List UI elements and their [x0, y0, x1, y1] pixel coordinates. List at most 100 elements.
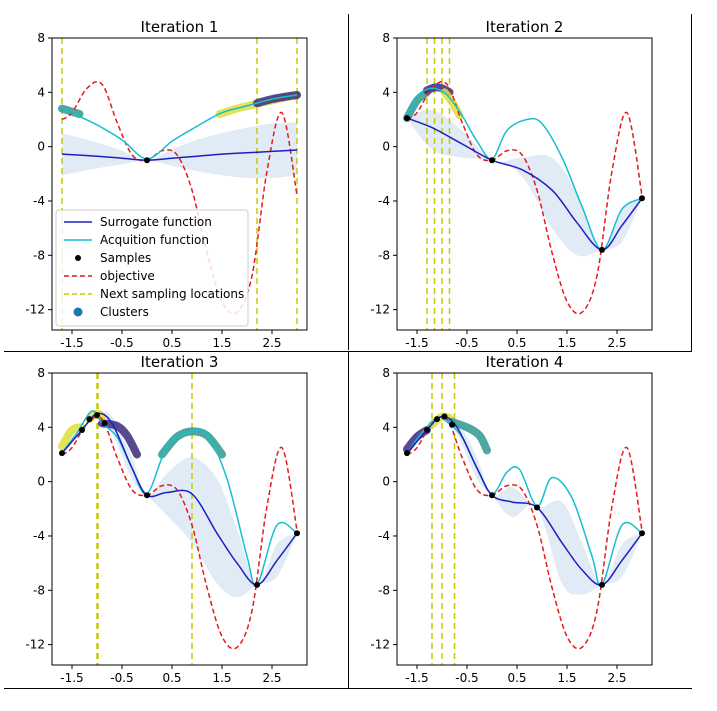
panel-iteration-1: 8 4 0 -4 -8 -12 -1.5 -0.5 0.5 1.5 2.5 Iteration 1 Su… — [25, 18, 308, 350]
x-tick-label: 2.5 — [607, 336, 626, 350]
y-tick-label: 8 — [37, 366, 45, 380]
y-tick-label: 4 — [37, 85, 45, 99]
y-tick-label: 0 — [37, 140, 45, 154]
objective-line — [61, 80, 298, 315]
y-tick-label: 8 — [37, 31, 45, 45]
y-tick-label: -12 — [25, 303, 45, 317]
y-tick-label: 4 — [37, 420, 45, 434]
legend-label: Acquition function — [100, 233, 209, 247]
y-tick-label: -4 — [378, 529, 390, 543]
chart-title: Iteration 4 — [486, 353, 564, 371]
y-tick-label: 0 — [37, 475, 45, 489]
legend-label: Surrogate function — [100, 215, 212, 229]
chart-title: Iteration 3 — [141, 353, 219, 371]
legend-box — [55, 209, 249, 327]
x-tick-label: 0.5 — [162, 671, 181, 685]
x-tick-label: 1.5 — [557, 336, 576, 350]
divider-right-top — [691, 14, 692, 351]
cluster-3 — [98, 419, 141, 459]
divider-bottom — [4, 688, 692, 689]
divider-vertical-bottom — [348, 351, 349, 688]
acquisition-line — [61, 94, 298, 160]
legend-label: objective — [100, 269, 155, 283]
surrogate-uncertainty-band — [407, 415, 642, 595]
x-tick-label: 0.5 — [507, 671, 526, 685]
surrogate-line — [61, 149, 298, 161]
surrogate-line — [406, 117, 643, 251]
x-tick-label: 1.5 — [212, 336, 231, 350]
x-tick-label: 2.5 — [607, 671, 626, 685]
panel-iteration-2: 8 4 0 -4 -8 -12 -1.5 -0.5 0.5 1.5 2.5 Iteration 2 — [370, 18, 653, 350]
y-tick-label: 8 — [382, 366, 390, 380]
plot-area — [58, 373, 300, 665]
sample-point-8 — [599, 581, 605, 588]
x-tick-label: 2.5 — [262, 336, 281, 350]
sample-point-6 — [489, 492, 495, 499]
x-tick-label: 1.5 — [557, 671, 576, 685]
sample-point-3 — [434, 416, 440, 423]
y-tick-label: -4 — [378, 194, 390, 208]
legend-label: Clusters — [100, 305, 149, 319]
y-tick-label: -12 — [370, 638, 390, 652]
sample-point-7 — [534, 504, 540, 511]
y-tick-label: 4 — [382, 420, 390, 434]
sample-point-9 — [639, 530, 645, 537]
x-tick-label: -0.5 — [455, 671, 478, 685]
divider-vertical-top — [348, 14, 349, 350]
panel-iteration-4: 8 4 0 -4 -8 -12 -1.5 -0.5 0.5 1.5 2.5 Iteration 4 — [370, 353, 653, 685]
sample-point-5 — [101, 420, 108, 427]
surrogate-uncertainty-band — [62, 122, 297, 179]
legend-glyph — [73, 307, 83, 317]
objective-line — [61, 415, 298, 650]
plot-frame — [51, 372, 308, 666]
panel-iteration-3: 8 4 0 -4 -8 -12 -1.5 -0.5 0.5 1.5 2.5 Iteration 3 — [25, 353, 308, 685]
surrogate-uncertainty-band — [62, 411, 297, 598]
y-tick-label: 0 — [382, 140, 390, 154]
plot-area — [403, 38, 645, 330]
chart-title: Iteration 1 — [141, 18, 219, 36]
sample-point-1 — [59, 450, 65, 457]
objective-line — [406, 80, 643, 315]
y-tick-label: 0 — [382, 475, 390, 489]
x-tick-label: -1.5 — [60, 336, 83, 350]
sample-point-7 — [254, 581, 260, 588]
sample-point-3 — [599, 246, 605, 253]
sample-point-2 — [489, 157, 495, 164]
chart-title: Iteration 2 — [486, 18, 564, 36]
sample-point-1 — [404, 115, 410, 122]
x-tick-label: -1.5 — [405, 336, 428, 350]
y-tick-label: -12 — [370, 303, 390, 317]
y-tick-label: -8 — [33, 583, 45, 597]
sample-point-1 — [144, 157, 150, 164]
sample-point-2 — [79, 427, 85, 434]
acquisition-line — [406, 87, 643, 251]
y-tick-label: -4 — [33, 194, 45, 208]
y-tick-label: -4 — [33, 529, 45, 543]
sample-point-3 — [86, 416, 93, 423]
sample-point-4 — [639, 195, 645, 202]
sample-point-6 — [144, 492, 150, 499]
cluster-3 — [448, 417, 491, 455]
x-tick-label: -0.5 — [110, 671, 133, 685]
y-tick-label: 4 — [382, 85, 390, 99]
x-tick-label: -1.5 — [60, 671, 83, 685]
legend-glyph — [75, 255, 81, 261]
plot-area — [58, 38, 301, 330]
x-tick-label: 2.5 — [262, 671, 281, 685]
x-tick-label: 0.5 — [507, 336, 526, 350]
y-tick-label: -12 — [25, 638, 45, 652]
y-tick-label: -8 — [33, 248, 45, 262]
x-tick-label: 1.5 — [212, 671, 231, 685]
plot-frame — [396, 37, 653, 331]
plot-frame — [396, 372, 653, 666]
sample-point-5 — [449, 421, 455, 428]
x-tick-label: -0.5 — [110, 336, 133, 350]
plot-area — [403, 373, 645, 665]
y-tick-label: -8 — [378, 583, 390, 597]
sample-point-4 — [94, 412, 100, 419]
sample-point-4 — [441, 413, 448, 420]
sample-point-2 — [424, 427, 430, 434]
y-tick-label: 8 — [382, 31, 390, 45]
